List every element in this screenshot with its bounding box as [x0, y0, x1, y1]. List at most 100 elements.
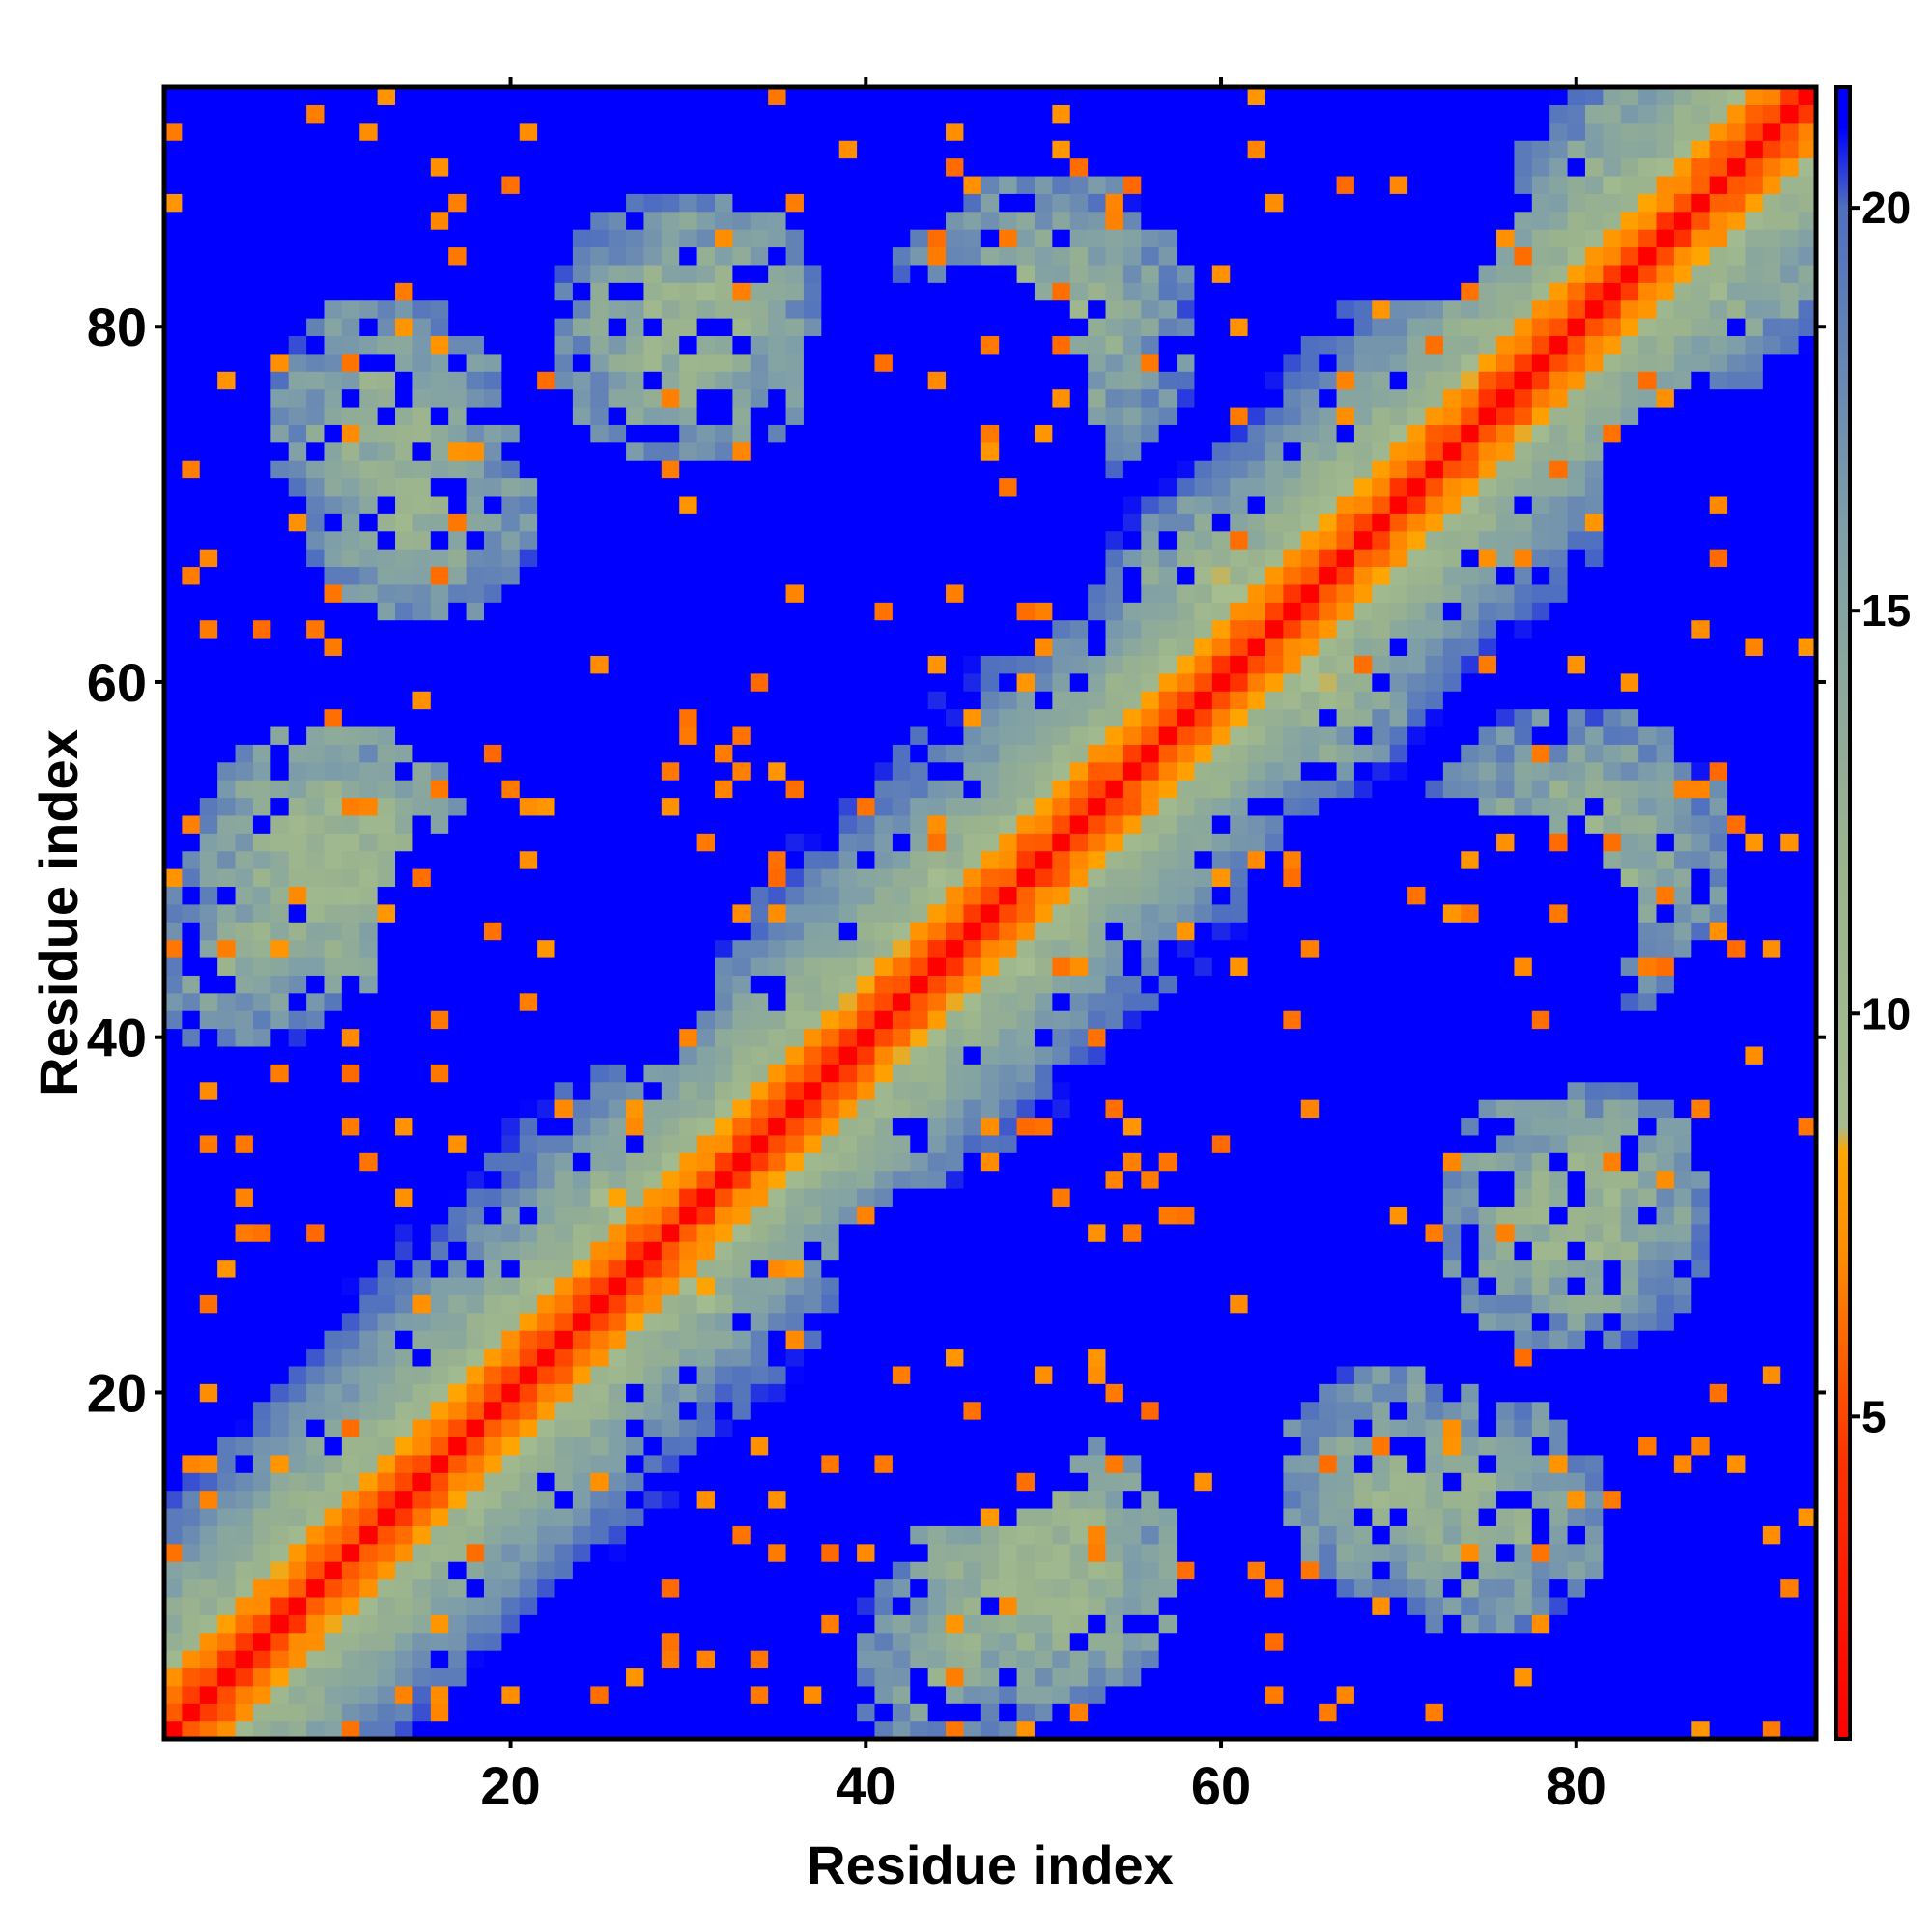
heatmap-cell [768, 1667, 787, 1687]
heatmap-cell [288, 708, 307, 727]
heatmap-cell [785, 229, 805, 248]
heatmap-cell [821, 1348, 840, 1367]
heatmap-cell [715, 1170, 733, 1189]
heatmap-cell [963, 1010, 982, 1030]
heatmap-cell [874, 1454, 894, 1473]
heatmap-cell [590, 1294, 610, 1314]
heatmap-cell [857, 956, 876, 976]
heatmap-cell [1069, 1383, 1089, 1403]
heatmap-cell [359, 566, 379, 585]
heatmap-cell [1069, 619, 1089, 639]
heatmap-cell [626, 814, 645, 834]
heatmap-cell [252, 814, 271, 834]
heatmap-cell [661, 708, 680, 727]
heatmap-cell [270, 140, 290, 159]
heatmap-cell [288, 1365, 307, 1384]
heatmap-cell [377, 1081, 396, 1100]
heatmap-cell [430, 477, 449, 497]
heatmap-cell [963, 1312, 982, 1331]
heatmap-cell [199, 229, 218, 248]
heatmap-cell [999, 1419, 1018, 1438]
heatmap-cell [838, 1525, 858, 1545]
heatmap-cell [1034, 495, 1053, 514]
heatmap-cell [608, 1028, 627, 1047]
heatmap-cell [608, 1259, 627, 1278]
heatmap-cell [1034, 780, 1053, 799]
heatmap-cell [199, 602, 218, 621]
heatmap-cell [980, 1010, 1000, 1030]
heatmap-cell [217, 530, 237, 550]
heatmap-cell [217, 1365, 237, 1384]
heatmap-cells [164, 87, 1817, 1740]
heatmap-cell [182, 1614, 201, 1634]
heatmap-cell [252, 1419, 271, 1438]
heatmap-cell [715, 903, 733, 923]
heatmap-cell [199, 530, 218, 550]
heatmap-cell [1105, 1294, 1124, 1314]
heatmap-cell [395, 211, 414, 230]
heatmap-cell [1052, 87, 1071, 105]
heatmap-cell [199, 1010, 218, 1030]
heatmap-cell [252, 477, 271, 497]
heatmap-cell [252, 1206, 271, 1225]
heatmap-cell [750, 1152, 769, 1172]
heatmap-cell [608, 655, 627, 674]
heatmap-cell [927, 619, 947, 639]
heatmap-cell [341, 1472, 360, 1492]
heatmap-cell [857, 1170, 876, 1189]
heatmap-cell [927, 264, 947, 283]
heatmap-cell [519, 477, 538, 497]
heatmap-cell [519, 761, 538, 781]
heatmap-cell [661, 833, 680, 852]
heatmap-cell [927, 229, 947, 248]
heatmap-cell [217, 1152, 237, 1172]
heatmap-cell [252, 353, 271, 372]
heatmap-cell [1016, 903, 1036, 923]
heatmap-cell [750, 299, 769, 319]
heatmap-cell [696, 1419, 716, 1438]
heatmap-cell [874, 1578, 894, 1598]
heatmap-cell [377, 1401, 396, 1420]
heatmap-cell [838, 1365, 858, 1384]
heatmap-cell [466, 725, 485, 745]
heatmap-cell [1088, 513, 1107, 532]
heatmap-cell [803, 353, 822, 372]
heatmap-cell [838, 1720, 858, 1740]
heatmap-cell [537, 939, 556, 958]
heatmap-cell [252, 513, 271, 532]
heatmap-cell [1052, 1064, 1071, 1083]
heatmap-cell [838, 1667, 858, 1687]
heatmap-cell [199, 477, 218, 497]
heatmap-cell [377, 371, 396, 390]
heatmap-cell [590, 299, 610, 319]
heatmap-cell [430, 1223, 449, 1242]
heatmap-cell [857, 1206, 876, 1225]
heatmap-cell [377, 939, 396, 958]
heatmap-cell [590, 691, 610, 710]
heatmap-cell [164, 1134, 183, 1153]
heatmap-cell [768, 708, 787, 727]
heatmap-cell [910, 956, 929, 976]
heatmap-cell [874, 175, 894, 194]
heatmap-cell [661, 1454, 680, 1473]
heatmap-cell [892, 1614, 911, 1634]
heatmap-cell [430, 903, 449, 923]
heatmap-cell [324, 1632, 343, 1651]
heatmap-cell [324, 549, 343, 568]
heatmap-cell [715, 1490, 733, 1509]
heatmap-cell [679, 87, 698, 105]
heatmap-cell [1034, 833, 1053, 852]
heatmap-cell [448, 602, 468, 621]
heatmap-cell [1034, 992, 1053, 1011]
heatmap-cell [803, 299, 822, 319]
heatmap-cell [963, 1045, 982, 1065]
heatmap-cell [466, 708, 485, 727]
heatmap-cell [430, 1259, 449, 1278]
heatmap-cell [235, 299, 254, 319]
heatmap-cell [235, 1241, 254, 1261]
heatmap-cell [466, 975, 485, 994]
heatmap-cell [785, 1490, 805, 1509]
heatmap-cell [803, 1259, 822, 1278]
heatmap-cell [838, 1241, 858, 1261]
heatmap-cell [199, 761, 218, 781]
